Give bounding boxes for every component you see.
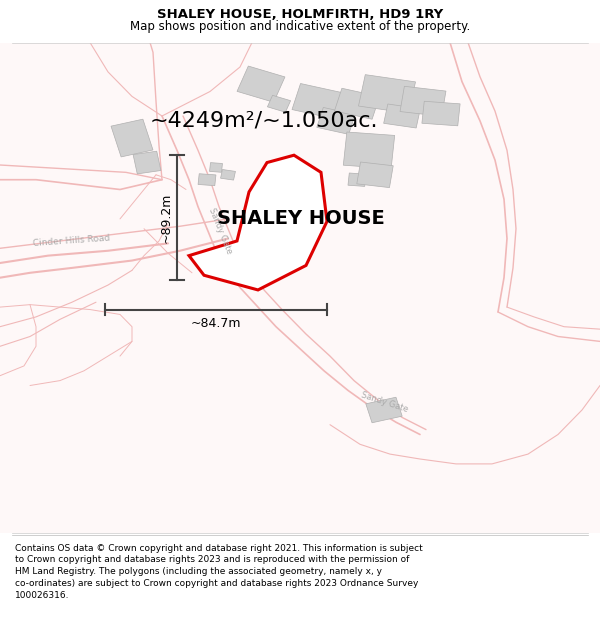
Text: Map shows position and indicative extent of the property.: Map shows position and indicative extent… [130, 20, 470, 33]
Polygon shape [357, 162, 393, 188]
Text: Sandy Gate: Sandy Gate [360, 391, 409, 414]
Text: Contains OS data © Crown copyright and database right 2021. This information is : Contains OS data © Crown copyright and d… [15, 544, 423, 600]
Polygon shape [422, 101, 460, 126]
Polygon shape [111, 119, 153, 157]
Polygon shape [383, 104, 421, 128]
Text: ~84.7m: ~84.7m [191, 317, 241, 330]
Polygon shape [359, 74, 415, 113]
Polygon shape [133, 151, 161, 174]
Polygon shape [366, 398, 402, 422]
Text: Sandy Gate: Sandy Gate [207, 207, 233, 256]
Polygon shape [317, 107, 355, 134]
Polygon shape [400, 86, 446, 116]
Text: SHALEY HOUSE: SHALEY HOUSE [217, 209, 385, 227]
Polygon shape [348, 173, 366, 186]
Polygon shape [334, 88, 380, 119]
Text: Cinder Hills Road: Cinder Hills Road [33, 234, 111, 248]
Polygon shape [343, 132, 395, 169]
Polygon shape [189, 155, 327, 290]
Text: ~89.2m: ~89.2m [160, 192, 173, 243]
Text: ~4249m²/~1.050ac.: ~4249m²/~1.050ac. [150, 111, 378, 131]
Text: SHALEY HOUSE, HOLMFIRTH, HD9 1RY: SHALEY HOUSE, HOLMFIRTH, HD9 1RY [157, 9, 443, 21]
Polygon shape [209, 162, 223, 172]
Polygon shape [268, 96, 290, 112]
Polygon shape [221, 169, 235, 180]
Polygon shape [198, 174, 216, 186]
Polygon shape [237, 66, 285, 102]
Polygon shape [292, 84, 344, 119]
